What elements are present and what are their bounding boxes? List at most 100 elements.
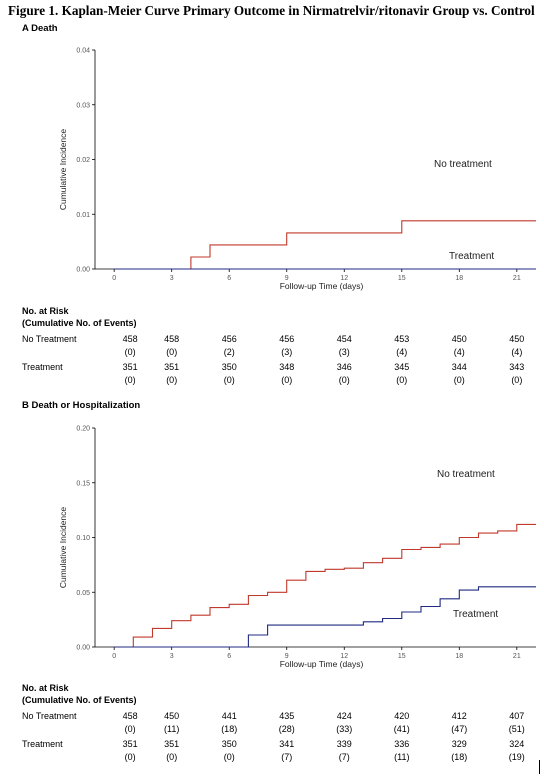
- panel-b-risk-at-risk: 458: [122, 711, 138, 721]
- panel-a-risk-events: (0): [511, 375, 523, 385]
- panel-a-risk-row-label-no-treatment: No Treatment: [22, 334, 77, 344]
- panel-b-risk-at-risk: 339: [336, 739, 352, 749]
- panel-a-risk-at-risk: 351: [164, 362, 180, 372]
- edge-mark: [539, 760, 540, 774]
- panel-a-x-tick-label: 12: [340, 275, 348, 282]
- panel-a-x-tick-label: 0: [112, 275, 116, 282]
- panel-b-risk-at-risk: 324: [509, 739, 525, 749]
- panel-b-risk-events: (11): [164, 724, 180, 734]
- panel-b-risk-events: (19): [508, 752, 525, 762]
- panel-a-risk-events: (3): [281, 347, 293, 357]
- panel-b-risk-at-risk: 412: [451, 711, 467, 721]
- panel-b-risk-events: (7): [281, 752, 293, 762]
- panel-a-risk-row-label-treatment: Treatment: [22, 362, 63, 372]
- panel-a-risk-at-risk: 343: [509, 362, 525, 372]
- panel-a-risk-events: (0): [453, 375, 465, 385]
- panel-a-risk-at-risk: 454: [336, 334, 352, 344]
- panel-b-y-tick-label: 0.00: [76, 645, 90, 652]
- panel-b-x-axis-label: Follow-up Time (days): [280, 659, 364, 669]
- panel-a-risk-at-risk: 456: [279, 334, 295, 344]
- panel-a-risk-at-risk: 351: [122, 362, 138, 372]
- panel-a-risk-events: (0): [338, 375, 350, 385]
- panel-a-risk-events: (0): [166, 375, 178, 385]
- panel-b-risk-events: (33): [336, 724, 353, 734]
- panel-b-risk-events: (0): [124, 724, 136, 734]
- panel-b-risk-events: (18): [221, 724, 238, 734]
- panel-a-risk-at-risk: 456: [221, 334, 237, 344]
- panel-a-risk-at-risk: 450: [509, 334, 525, 344]
- panel-b-risk-at-risk: 441: [221, 711, 237, 721]
- panel-a-risk-events: (2): [223, 347, 235, 357]
- panel-b-risk-at-risk: 329: [451, 739, 467, 749]
- panel-b-y-tick-label: 0.05: [76, 590, 90, 597]
- panel-b-label: B Death or Hospitalization: [22, 400, 141, 411]
- panel-b-risk-events: (28): [278, 724, 295, 734]
- panel-a-risk-events: (0): [166, 347, 178, 357]
- panel-b-risk-row-label-no-treatment: No Treatment: [22, 711, 77, 721]
- panel-a-x-axis-label: Follow-up Time (days): [280, 281, 364, 291]
- panel-a-series-no-treatment-line: [114, 220, 536, 270]
- panel-b-risk-events: (11): [394, 752, 410, 762]
- panel-a-y-tick-label: 0.00: [76, 267, 90, 274]
- panel-a-risk-at-risk: 450: [451, 334, 467, 344]
- panel-a-risk-events: (0): [124, 347, 136, 357]
- panel-b-risk-row-label-treatment: Treatment: [22, 739, 63, 749]
- panel-b-risk-at-risk: 350: [221, 739, 237, 749]
- panel-a-risk-events: (3): [338, 347, 350, 357]
- panel-b-risk-events: (0): [223, 752, 235, 762]
- panel-b-series-label-no-treatment: No treatment: [437, 469, 495, 480]
- panel-a-risk-at-risk: 453: [394, 334, 410, 344]
- panel-a-risk-at-risk: 346: [336, 362, 352, 372]
- panel-b-y-axis-label: Cumulative Incidence: [58, 507, 68, 589]
- figure-title: Figure 1. Kaplan-Meier Curve Primary Out…: [8, 3, 535, 18]
- panel-a-risk-events: (4): [511, 347, 523, 357]
- panel-a-x-tick-label: 9: [285, 275, 289, 282]
- panel-b-risk-events: (41): [393, 724, 410, 734]
- panel-a-y-tick-label: 0.03: [76, 102, 90, 109]
- panel-b-risk-at-risk: 450: [164, 711, 180, 721]
- panel-a-risk-at-risk: 348: [279, 362, 295, 372]
- panel-b-risk-at-risk: 351: [164, 739, 180, 749]
- panel-a-y-tick-label: 0.01: [76, 212, 90, 219]
- panel-b-risk-events: (47): [451, 724, 468, 734]
- panel-b-x-tick-label: 3: [170, 653, 174, 660]
- panel-a-y-tick-label: 0.04: [76, 48, 90, 55]
- panel-a-y-axis-label: Cumulative Incidence: [58, 129, 68, 211]
- panel-b-risk-at-risk: 424: [336, 711, 352, 721]
- panel-a-x-tick-label: 18: [455, 275, 463, 282]
- panel-b-risk-at-risk: 435: [279, 711, 295, 721]
- panel-b-y-tick-label: 0.15: [76, 480, 90, 487]
- panel-b-risk-subheader: (Cumulative No. of Events): [22, 695, 137, 705]
- panel-a-x-tick-label: 6: [227, 275, 231, 282]
- panel-b-risk-events: (0): [124, 752, 136, 762]
- panel-a-risk-header: No. at Risk: [22, 306, 69, 316]
- panel-a-x-tick-label: 15: [398, 275, 406, 282]
- panel-b-x-tick-label: 12: [340, 653, 348, 660]
- panel-a-risk-events: (0): [396, 375, 408, 385]
- panel-a-y-tick-label: 0.02: [76, 157, 90, 164]
- panel-a-risk-events: (0): [223, 375, 235, 385]
- panel-b-risk-events: (0): [166, 752, 178, 762]
- panel-b-x-tick-label: 18: [455, 653, 463, 660]
- panel-a-x-tick-label: 21: [513, 275, 521, 282]
- panel-b-risk-at-risk: 351: [122, 739, 138, 749]
- panel-b-y-tick-label: 0.20: [76, 426, 90, 433]
- panel-b-series-treatment-line: [114, 586, 536, 648]
- panel-b-series-label-treatment: Treatment: [453, 609, 498, 620]
- chart-panel-b: 0.00 0.05 0.10 0.15 0.20 0 3 6 9 12 15 18 21 Follow-u…: [58, 426, 536, 669]
- panel-b-x-tick-label: 21: [513, 653, 521, 660]
- panel-a-risk-events: (4): [396, 347, 408, 357]
- panel-a-risk-at-risk: 458: [164, 334, 180, 344]
- panel-b-risk-at-risk: 420: [394, 711, 410, 721]
- panel-a-risk-events: (4): [453, 347, 465, 357]
- panel-b-series-no-treatment-line: [114, 523, 536, 648]
- panel-b-x-tick-label: 15: [398, 653, 406, 660]
- panel-b-risk-at-risk: 407: [509, 711, 525, 721]
- panel-a-risk-events: (0): [281, 375, 293, 385]
- panel-a-x-tick-label: 3: [170, 275, 174, 282]
- panel-b-x-tick-label: 0: [112, 653, 116, 660]
- panel-a-risk-at-risk: 350: [221, 362, 237, 372]
- panel-a-series-label-treatment: Treatment: [449, 251, 494, 262]
- chart-panel-a: 0.00 0.01 0.02 0.03 0.04 0 3 6 9 12 15 18 21 Follow-u…: [58, 48, 536, 291]
- panel-a-series-label-no-treatment: No treatment: [434, 159, 492, 170]
